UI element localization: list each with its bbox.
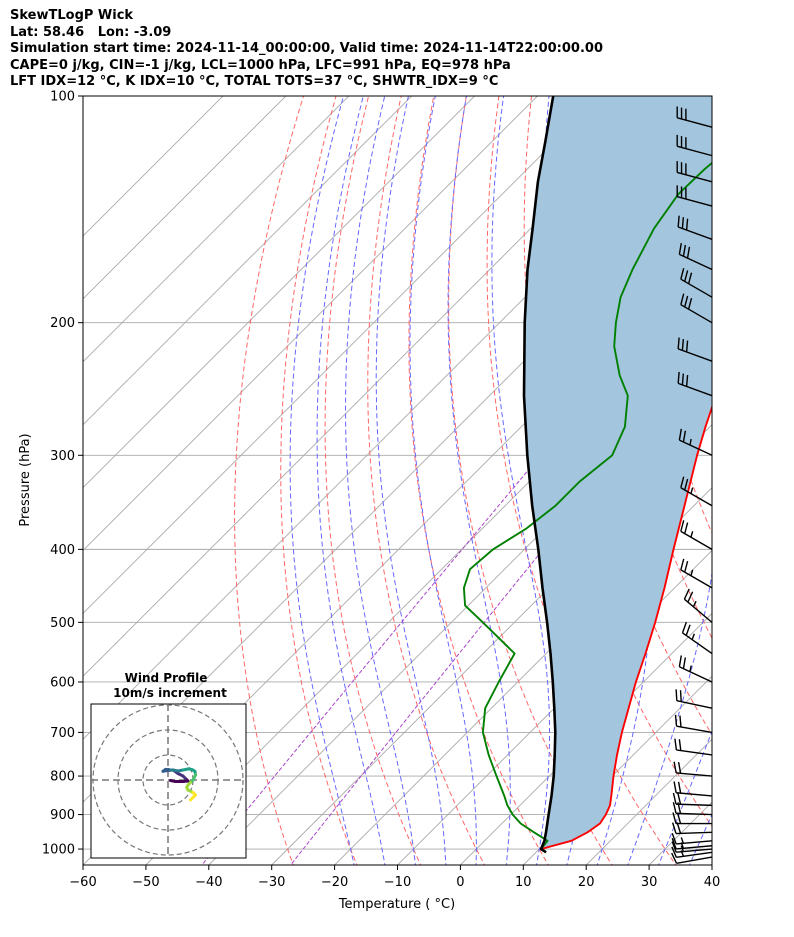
x-tick-label: −20 xyxy=(321,875,348,890)
x-tick-label: −30 xyxy=(258,875,285,890)
wind-barb xyxy=(673,761,713,777)
wind-barb xyxy=(677,337,713,362)
dewpoint-line xyxy=(462,161,712,850)
x-tick-label: 30 xyxy=(641,875,658,890)
isotherm-line xyxy=(333,486,712,865)
hodograph-inset: Wind Profile 10m/s increment xyxy=(90,671,247,859)
chart-title: SkewTLogP Wick xyxy=(10,8,134,23)
dry-adiabat-line xyxy=(790,79,794,868)
wind-barb xyxy=(680,520,713,550)
wind-barb xyxy=(680,558,713,589)
wind-barb xyxy=(680,476,713,507)
wind-barb xyxy=(672,812,712,825)
isotherm-line xyxy=(83,96,476,489)
wind-barb xyxy=(673,781,713,797)
dry-adiabat-line xyxy=(234,96,305,865)
wind-barb xyxy=(671,852,713,865)
y-tick-label: 500 xyxy=(50,616,75,631)
y-tick-label: 300 xyxy=(50,449,75,464)
dry-adiabat-line xyxy=(324,96,422,865)
wind-barb xyxy=(675,689,713,709)
x-tick-label: 10 xyxy=(515,875,532,890)
moist-adiabat-line xyxy=(375,96,447,865)
moist-adiabat-line xyxy=(409,96,477,865)
y-tick-label: 800 xyxy=(50,770,75,785)
wind-barb xyxy=(678,428,713,456)
x-tick-label: −50 xyxy=(132,875,159,890)
hodograph-trace-segment xyxy=(189,796,195,802)
hodograph-title: Wind Profile xyxy=(125,671,208,685)
wind-barb xyxy=(681,621,713,655)
y-tick-label: 100 xyxy=(50,90,75,105)
y-axis-label: Pressure (hPa) xyxy=(18,433,33,526)
wind-barb xyxy=(672,792,713,807)
y-tick-label: 600 xyxy=(50,675,75,690)
x-tick-label: 0 xyxy=(456,875,464,890)
moist-adiabat-line xyxy=(316,96,386,865)
wind-barb xyxy=(683,588,713,623)
wind-barb xyxy=(676,161,713,183)
wind-barbs xyxy=(671,106,713,865)
dry-adiabat-line xyxy=(448,96,613,865)
isotherm-line xyxy=(83,96,350,363)
x-axis-label: Temperature ( °C) xyxy=(338,897,455,912)
isotherm-line xyxy=(83,96,287,300)
parcel-path-line xyxy=(522,96,557,854)
temperature-line xyxy=(540,404,712,850)
y-tick-label: 1000 xyxy=(42,843,75,858)
cape-cin-shading xyxy=(524,96,712,849)
isotherm-line xyxy=(772,79,794,868)
isotherm-line xyxy=(83,96,224,237)
stability-indices-line: LFT IDX=12 °C, K IDX=10 °C, TOTAL TOTS=3… xyxy=(10,74,499,89)
wind-barb xyxy=(676,185,713,207)
dry-adiabat-line xyxy=(758,79,794,868)
wind-barb xyxy=(678,242,713,271)
wind-barb xyxy=(680,267,713,298)
isotherm-line xyxy=(83,96,413,426)
dry-adiabat-line xyxy=(726,79,794,868)
y-tick-label: 900 xyxy=(50,808,75,823)
dry-adiabat-line xyxy=(280,96,358,865)
x-tick-label: 40 xyxy=(704,875,721,890)
x-tick-label: −10 xyxy=(384,875,411,890)
axes: −60 −50 −40 −30 −20 −10 0 10 20 30 40 1000 900 800 700… xyxy=(42,90,720,891)
moist-adiabat-line xyxy=(657,729,712,865)
wind-barb xyxy=(676,106,713,128)
moist-adiabat-line xyxy=(344,96,416,865)
isotherm-line xyxy=(83,96,539,552)
moist-adiabat-line xyxy=(627,96,712,865)
isotherm-line xyxy=(522,675,712,865)
x-tick-label: −40 xyxy=(195,875,222,890)
wind-barb xyxy=(678,655,713,683)
x-tick-label: −60 xyxy=(69,875,96,890)
dry-adiabat-line xyxy=(367,96,486,865)
wind-barb xyxy=(674,714,713,734)
wind-barb xyxy=(671,832,713,845)
y-tick-label: 400 xyxy=(50,543,75,558)
isotherm-line xyxy=(396,549,712,865)
wind-barb xyxy=(676,134,713,157)
isotherm-line xyxy=(711,864,712,865)
sounding-profiles xyxy=(462,96,712,854)
dry-adiabat-line xyxy=(408,96,549,865)
wind-barb xyxy=(680,293,713,324)
wind-barb xyxy=(674,738,713,756)
chart-header: SkewTLogP Wick Lat: 58.46 Lon: -3.09 Sim… xyxy=(10,8,603,91)
moist-adiabat-line xyxy=(447,96,511,865)
moist-adiabat-line xyxy=(289,96,355,865)
wind-barb xyxy=(671,822,713,835)
hodograph-subtitle: 10m/s increment xyxy=(113,686,227,700)
time-line: Simulation start time: 2024-11-14_00:00:… xyxy=(10,41,603,56)
y-tick-label: 700 xyxy=(50,726,75,741)
location-line: Lat: 58.46 Lon: -3.09 xyxy=(10,24,172,40)
isotherm-line xyxy=(83,96,602,615)
cape-region xyxy=(524,96,712,849)
wind-barb xyxy=(677,371,713,397)
x-tick-label: 20 xyxy=(578,875,595,890)
convective-indices-line: CAPE=0 j/kg, CIN=-1 j/kg, LCL=1000 hPa, … xyxy=(10,57,511,73)
y-tick-label: 200 xyxy=(50,316,75,331)
wind-barb xyxy=(677,215,713,240)
